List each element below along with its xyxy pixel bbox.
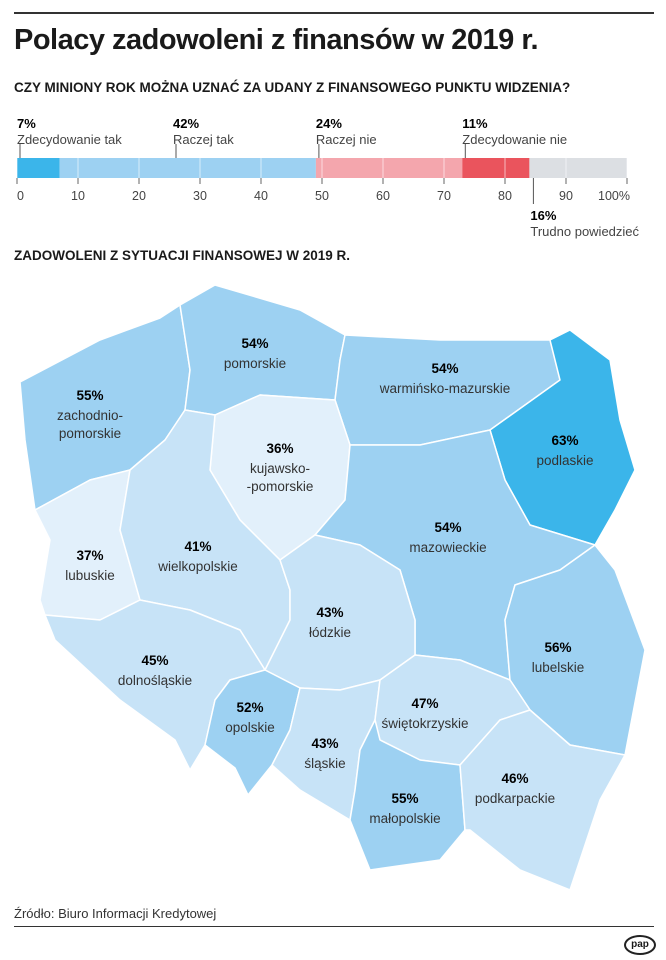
tick-label: 70 xyxy=(437,189,451,203)
region-value-label: 43% xyxy=(311,736,338,751)
region-value-label: 46% xyxy=(501,771,528,786)
region-value-label: 56% xyxy=(544,640,571,655)
segment-name-label: Trudno powiedzieć xyxy=(530,224,639,239)
region-name-label: lubelskie xyxy=(532,660,585,675)
region-value-label: 52% xyxy=(236,700,263,715)
region-name-label: małopolskie xyxy=(369,811,440,826)
region-name-label: warmińsko-mazurskie xyxy=(379,381,511,396)
question-heading: CZY MINIONY ROK MOŻNA UZNAĆ ZA UDANY Z F… xyxy=(14,80,571,95)
segment-value-label: 24% xyxy=(316,116,342,131)
bar-segment xyxy=(59,158,316,178)
region-value-label: 36% xyxy=(266,441,293,456)
region-podkarpackie xyxy=(459,709,626,891)
region-name-label: pomorskie xyxy=(59,426,121,441)
region-name-label: łódzkie xyxy=(309,625,351,640)
tick-label: 100% xyxy=(598,189,630,203)
segment-value-label: 7% xyxy=(17,116,36,131)
segment-name-label: Raczej tak xyxy=(173,132,234,147)
region-value-label: 43% xyxy=(316,605,343,620)
tick-label: 90 xyxy=(559,189,573,203)
tick-label: 20 xyxy=(132,189,146,203)
tick-label: 10 xyxy=(71,189,85,203)
bar-segment xyxy=(462,158,530,178)
region-name-label: dolnośląskie xyxy=(118,673,192,688)
bar-segment xyxy=(17,158,60,178)
stacked-bar-chart: 7%Zdecydowanie tak 42%Raczej tak 24%Raczej… xyxy=(16,116,640,239)
region-value-label: 55% xyxy=(391,791,418,806)
region-opolskie xyxy=(204,669,301,796)
bar-segment xyxy=(315,158,463,178)
region-name-label: podlaskie xyxy=(536,453,593,468)
region-value-label: 47% xyxy=(411,696,438,711)
tick-label: 30 xyxy=(193,189,207,203)
segment-value-label: 11% xyxy=(462,116,488,131)
tick-label: 40 xyxy=(254,189,268,203)
region-name-label: lubuskie xyxy=(65,568,115,583)
segment-name-label: Zdecydowanie tak xyxy=(17,132,122,147)
source-note: Źródło: Biuro Informacji Kredytowej xyxy=(14,906,217,921)
region-name-label: mazowieckie xyxy=(409,540,486,555)
region-value-label: 54% xyxy=(431,361,458,376)
segment-name-label: Raczej nie xyxy=(316,132,377,147)
region-value-label: 37% xyxy=(76,548,103,563)
region-value-label: 54% xyxy=(434,520,461,535)
region-value-label: 63% xyxy=(551,433,578,448)
region-value-label: 55% xyxy=(76,388,103,403)
region-value-label: 41% xyxy=(184,539,211,554)
tick-label: 60 xyxy=(376,189,390,203)
map-heading: ZADOWOLENI Z SYTUACJI FINANSOWEJ W 2019 … xyxy=(14,248,351,263)
region-value-label: 54% xyxy=(241,336,268,351)
region-name-label: -pomorskie xyxy=(247,479,314,494)
region-name-label: śląskie xyxy=(304,756,345,771)
region-value-label: 45% xyxy=(141,653,168,668)
tick-label: 50 xyxy=(315,189,329,203)
region-name-label: pomorskie xyxy=(224,356,286,371)
region-name-label: zachodnio- xyxy=(57,408,123,423)
segment-name-label: Zdecydowanie nie xyxy=(462,132,567,147)
region-name-label: podkarpackie xyxy=(475,791,555,806)
region-name-label: wielkopolskie xyxy=(157,559,238,574)
tick-label: 80 xyxy=(498,189,512,203)
segment-value-label: 16% xyxy=(530,208,556,223)
top-rule xyxy=(14,12,654,14)
page-title: Polacy zadowoleni z finansów w 2019 r. xyxy=(14,24,539,56)
region-name-label: kujawsko- xyxy=(250,461,310,476)
region-podlaskie xyxy=(489,329,636,546)
region-małopolskie xyxy=(349,719,466,871)
segment-value-label: 42% xyxy=(173,116,199,131)
pap-logo: pap xyxy=(624,935,656,955)
poland-map: 55% zachodnio-pomorskie 54% pomorskie 54% war… xyxy=(19,284,646,891)
tick-label: 0 xyxy=(17,189,24,203)
bar-segment xyxy=(529,158,627,178)
region-name-label: świętokrzyskie xyxy=(381,716,468,731)
bottom-rule xyxy=(14,926,654,927)
region-name-label: opolskie xyxy=(225,720,275,735)
